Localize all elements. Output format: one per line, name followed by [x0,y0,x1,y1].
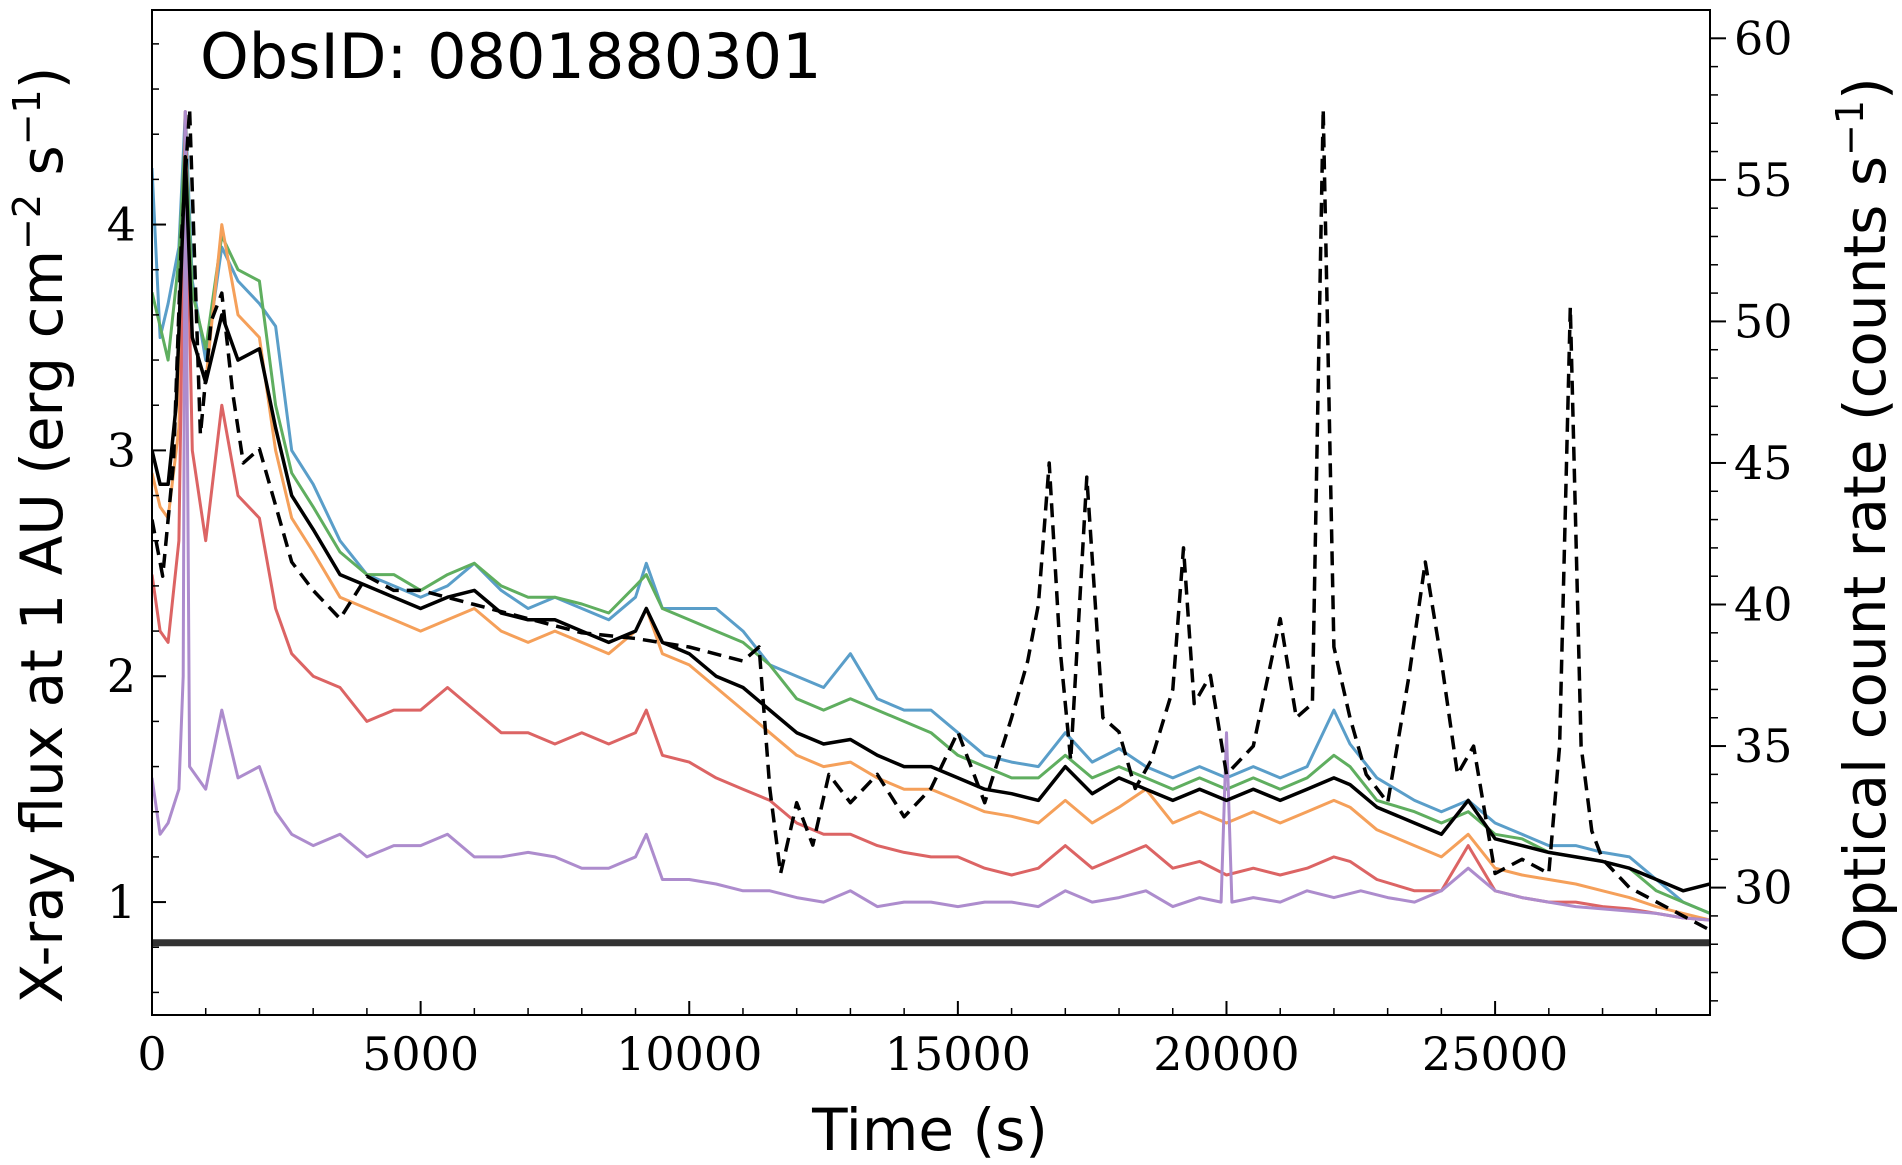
series-line-3 [152,110,1710,922]
y-axis-left: 1 2 3 4 [107,43,166,994]
x-tick-label-4: 20000 [1153,1027,1299,1081]
y-left-tick-label-0: 1 [107,875,136,929]
series-line-1 [152,132,1710,915]
x-tick-label-2: 10000 [616,1027,762,1081]
y-right-title-end: ) [1831,77,1899,100]
y-left-tick-label-2: 3 [107,423,136,477]
x-tick-label-3: 15000 [885,1027,1031,1081]
y-right-tick-label-6: 60 [1734,11,1793,65]
y-right-title-main: Optical count rate (counts s [1831,156,1899,963]
series-line-2 [152,177,1710,922]
plot-frame [151,9,1711,1016]
x-tick-label-1: 5000 [362,1027,479,1081]
x-axis-title: Time (s) [811,1096,1048,1164]
y-left-tick-label-3: 4 [107,198,136,252]
y-right-tick-label-1: 35 [1734,719,1793,773]
x-tick-label-0: 0 [137,1027,166,1081]
y-axis-right-title: Optical count rate (counts s−1) [1828,77,1899,962]
y-left-title-mid: s [8,145,76,194]
y-left-title-sup2: −1 [5,89,49,145]
x-axis: 0 5000 10000 15000 20000 25000 [137,1001,1658,1081]
y-left-tick-label-1: 2 [107,649,136,703]
series-line-4 [152,110,1710,922]
y-left-title-end: ) [8,67,76,90]
y-right-tick-label-2: 40 [1734,578,1793,632]
y-right-tick-label-5: 55 [1734,153,1793,207]
y-left-title-sup1: −2 [5,194,49,250]
x-tick-label-5: 25000 [1422,1027,1568,1081]
y-right-tick-label-0: 30 [1734,861,1793,915]
y-right-title-sup: −1 [1828,100,1872,156]
y-left-title-main: X-ray flux at 1 AU (erg cm [8,250,76,1003]
y-axis-left-title: X-ray flux at 1 AU (erg cm−2 s−1) [5,67,76,1004]
y-right-tick-label-3: 45 [1734,436,1793,490]
series-layer [152,107,1710,932]
y-axis-right: 30 35 40 45 50 55 60 [1710,11,1793,1002]
y-right-tick-label-4: 50 [1734,294,1793,348]
series-line-5 [152,155,1710,893]
series-line-6 [152,107,1710,932]
obsid-annotation: ObsID: 0801880301 [200,20,822,93]
series-line-0 [152,110,1710,915]
